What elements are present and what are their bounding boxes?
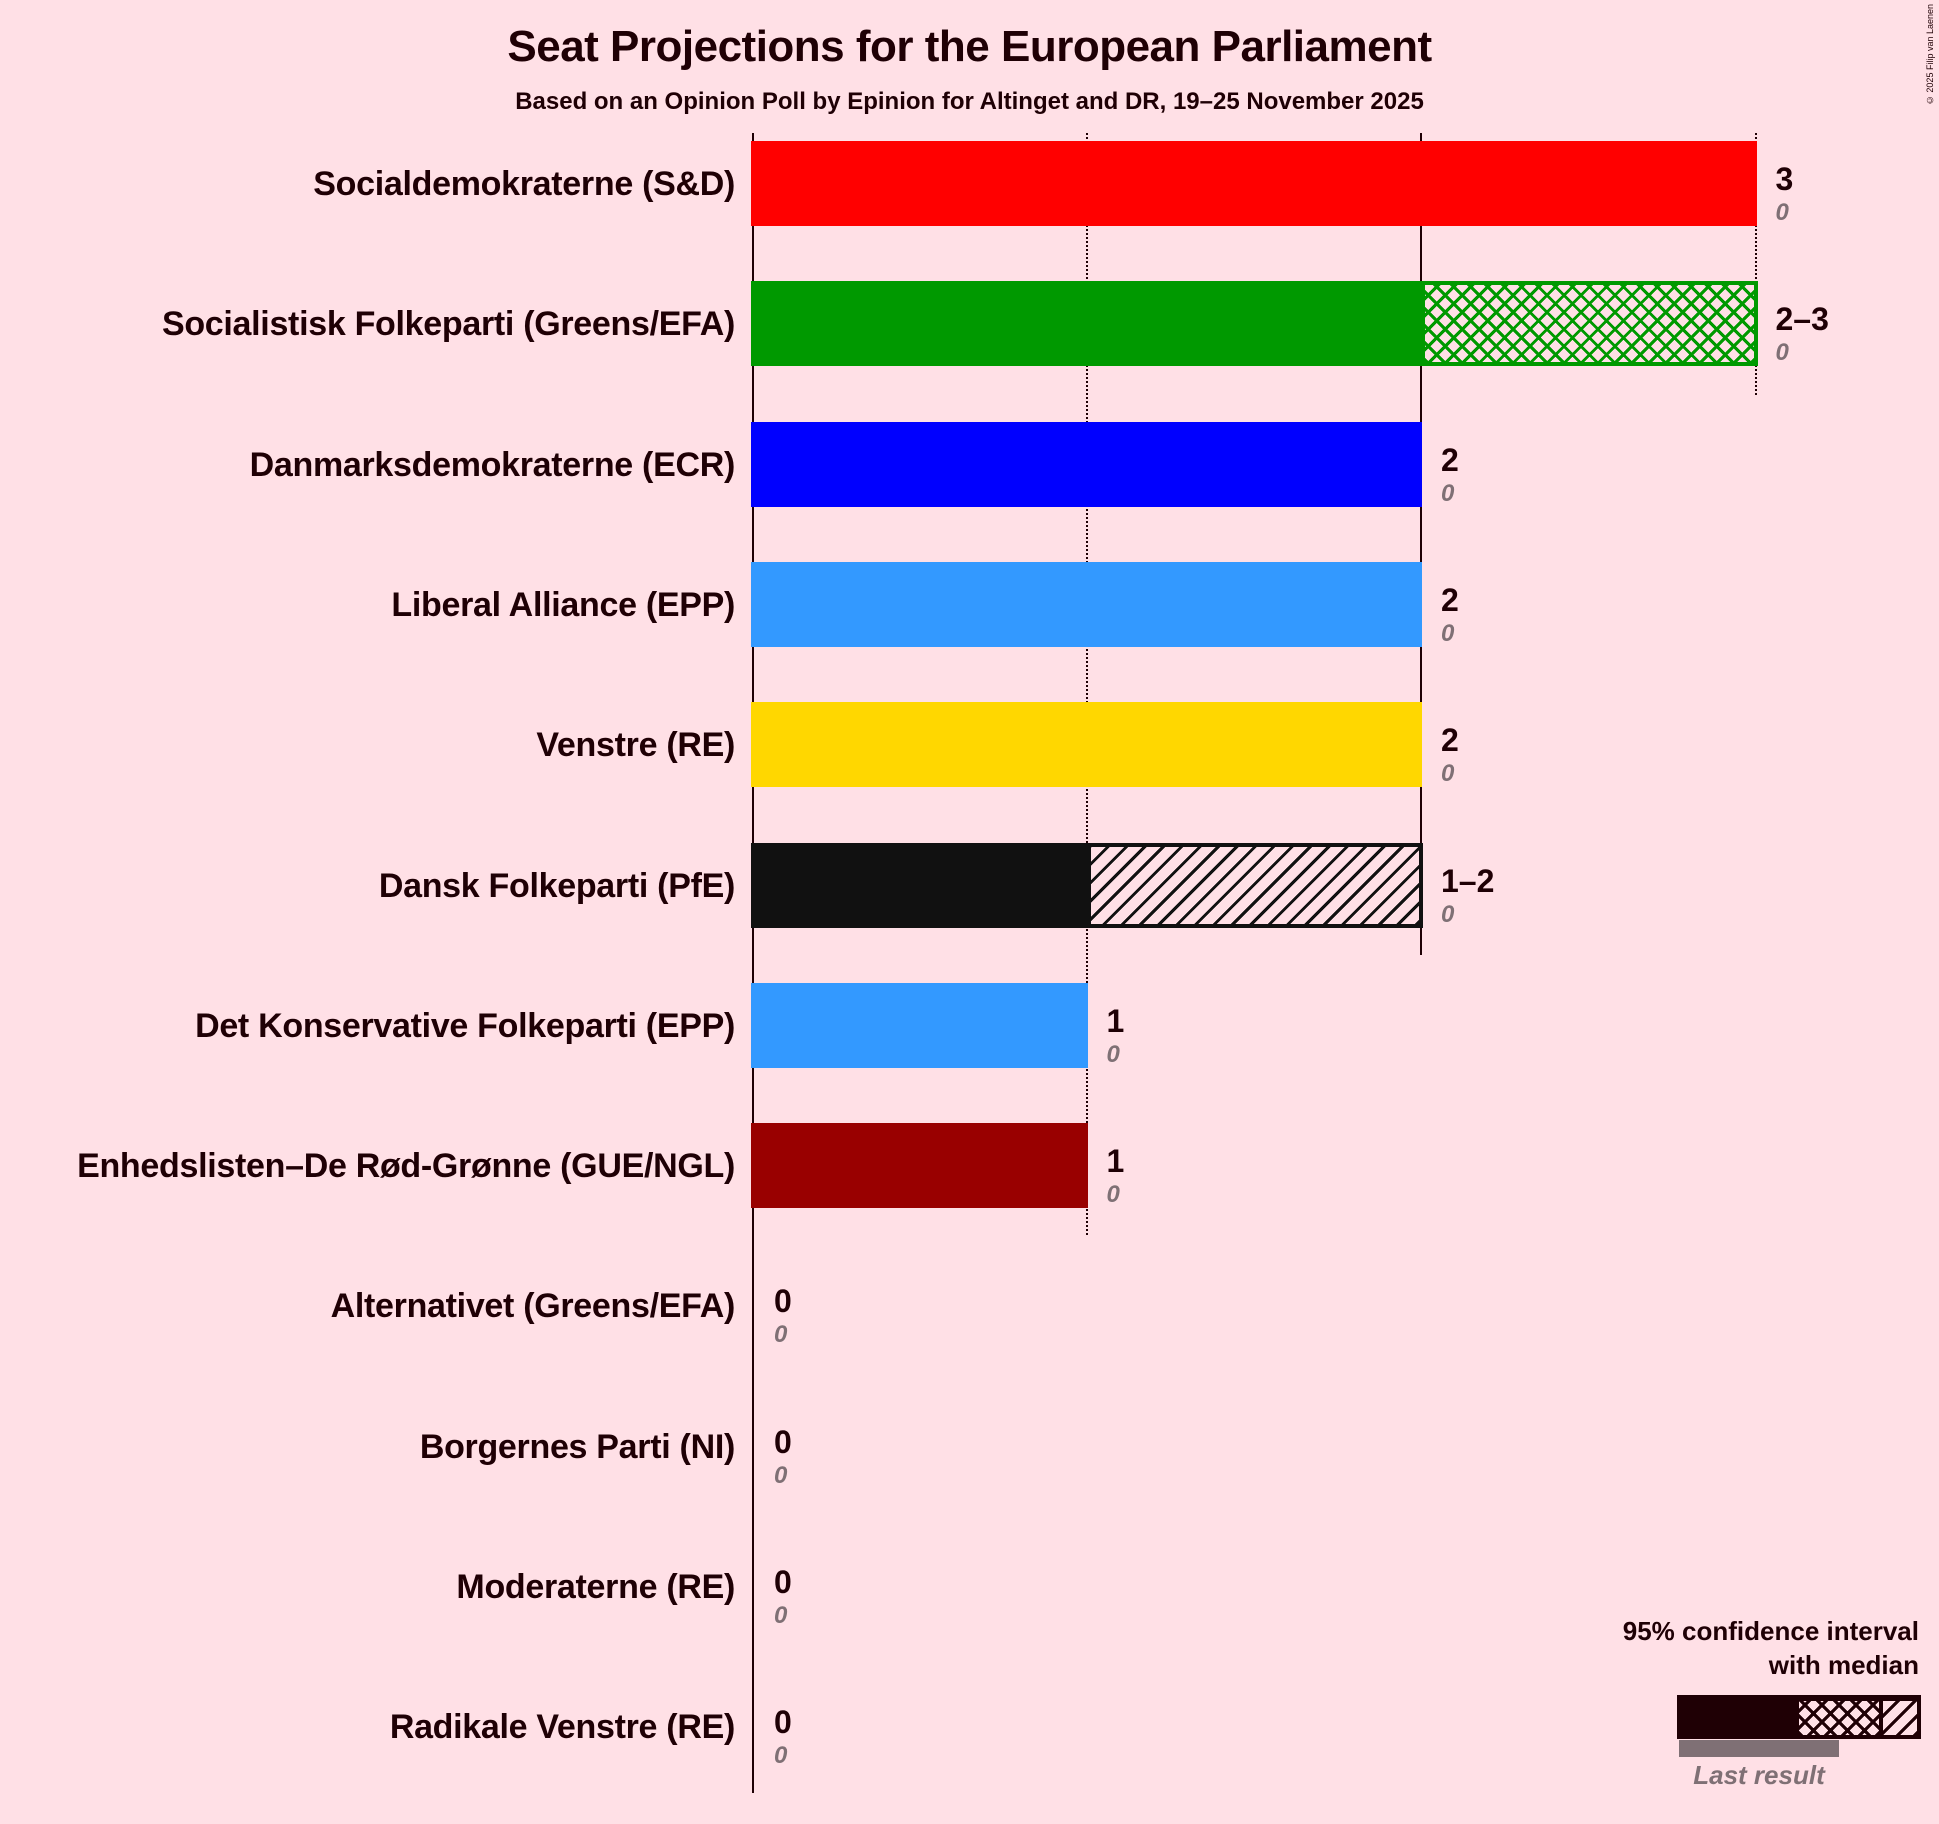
median-bar [751,702,1422,788]
median-bar [751,561,1422,647]
legend-title: 95% confidence interval with median [1623,1614,1919,1682]
confidence-interval-bar [1421,281,1758,367]
seat-range-label: 3 [1775,161,1794,197]
party-row: Socialistisk Folkeparti (Greens/EFA) 2–3 0 [0,281,1939,421]
chart-subtitle: Based on an Opinion Poll by Epinion for … [515,88,1424,115]
last-result-label: 0 [774,1742,788,1770]
seat-range-label: 1 [1106,1143,1125,1180]
party-row: Radikale Venstre (RE) 0 0 [0,1684,1939,1824]
last-result-label: 0 [1106,1040,1120,1068]
last-result-label: 0 [774,1461,788,1489]
party-label: Enhedslisten–De Rød-Grønne (GUE/NGL) [77,1147,735,1186]
legend-title-line2: with median [1768,1650,1919,1680]
party-label: Radikale Venstre (RE) [389,1708,735,1747]
party-label: Venstre (RE) [536,726,735,765]
party-label: Borgernes Parti (NI) [419,1427,735,1466]
median-bar [751,141,1757,226]
median-bar [751,982,1088,1068]
legend-title-line1: 95% confidence interval [1622,1616,1919,1646]
party-label: Socialdemokraterne (S&D) [313,165,735,203]
last-result-label: 0 [1775,199,1789,226]
confidence-interval-bar [1086,842,1423,928]
median-bar [751,421,1422,507]
seat-range-label: 2 [1441,441,1459,478]
party-row: Socialdemokraterne (S&D) 3 0 [0,141,1939,281]
party-row: Enhedslisten–De Rød-Grønne (GUE/NGL) 1 0 [0,1123,1939,1263]
last-result-label: 0 [1441,479,1455,507]
seat-range-label: 2 [1441,722,1459,759]
legend-last-result-swatch [1679,1740,1839,1757]
median-bar [751,1123,1088,1209]
party-row: Venstre (RE) 2 0 [0,702,1939,842]
party-row: Liberal Alliance (EPP) 2 0 [0,561,1939,702]
seat-range-label: 0 [774,1423,792,1460]
gridline-3 [1754,133,1757,395]
seat-range-label: 2–3 [1775,301,1829,338]
party-label: Socialistisk Folkeparti (Greens/EFA) [161,305,735,344]
party-row: Borgernes Parti (NI) 0 0 [0,1404,1939,1544]
last-result-label: 0 [1441,900,1455,928]
legend-last-result-label: Last result [1693,1760,1825,1790]
last-result-label: 0 [774,1602,788,1629]
copyright-notice: © 2025 Filip van Laenen [1925,4,1935,106]
legend-crosshatch-swatch [1799,1701,1879,1735]
party-label: Liberal Alliance (EPP) [391,585,735,624]
party-label: Dansk Folkeparti (PfE) [378,866,735,905]
last-result-label: 0 [1775,339,1789,367]
party-row: Alternativet (Greens/EFA) 0 0 [0,1263,1939,1403]
chart-title: Seat Projections for the European Parlia… [507,22,1432,71]
last-result-label: 0 [1106,1181,1120,1209]
y-axis-line [752,133,754,1793]
seat-range-label: 0 [774,1564,792,1600]
last-result-label: 0 [1441,619,1455,647]
seat-range-label: 0 [774,1283,792,1320]
seat-range-label: 2 [1441,581,1459,618]
median-bar [751,842,1088,928]
last-result-label: 0 [774,1321,788,1349]
party-row: Danmarksdemokraterne (ECR) 2 0 [0,421,1939,562]
party-label: Danmarksdemokraterne (ECR) [249,445,736,484]
seat-range-label: 1 [1106,1002,1125,1039]
gridline-1 [1085,133,1088,1235]
legend-hatch-swatch [1883,1701,1917,1735]
last-result-label: 0 [1441,760,1455,788]
median-bar [751,281,1422,367]
legend-ci-swatch [1677,1695,1921,1739]
party-label: Moderaterne (RE) [456,1568,735,1606]
party-row: Dansk Folkeparti (PfE) 1–2 0 [0,842,1939,983]
seat-range-label: 1–2 [1441,862,1495,899]
party-row: Moderaterne (RE) 0 0 [0,1544,1939,1684]
party-row: Det Konservative Folkeparti (EPP) 1 0 [0,982,1939,1123]
party-label: Alternativet (Greens/EFA) [330,1287,736,1326]
seat-range-label: 0 [774,1704,792,1741]
party-label: Det Konservative Folkeparti (EPP) [195,1006,735,1045]
gridline-2 [1420,133,1422,955]
